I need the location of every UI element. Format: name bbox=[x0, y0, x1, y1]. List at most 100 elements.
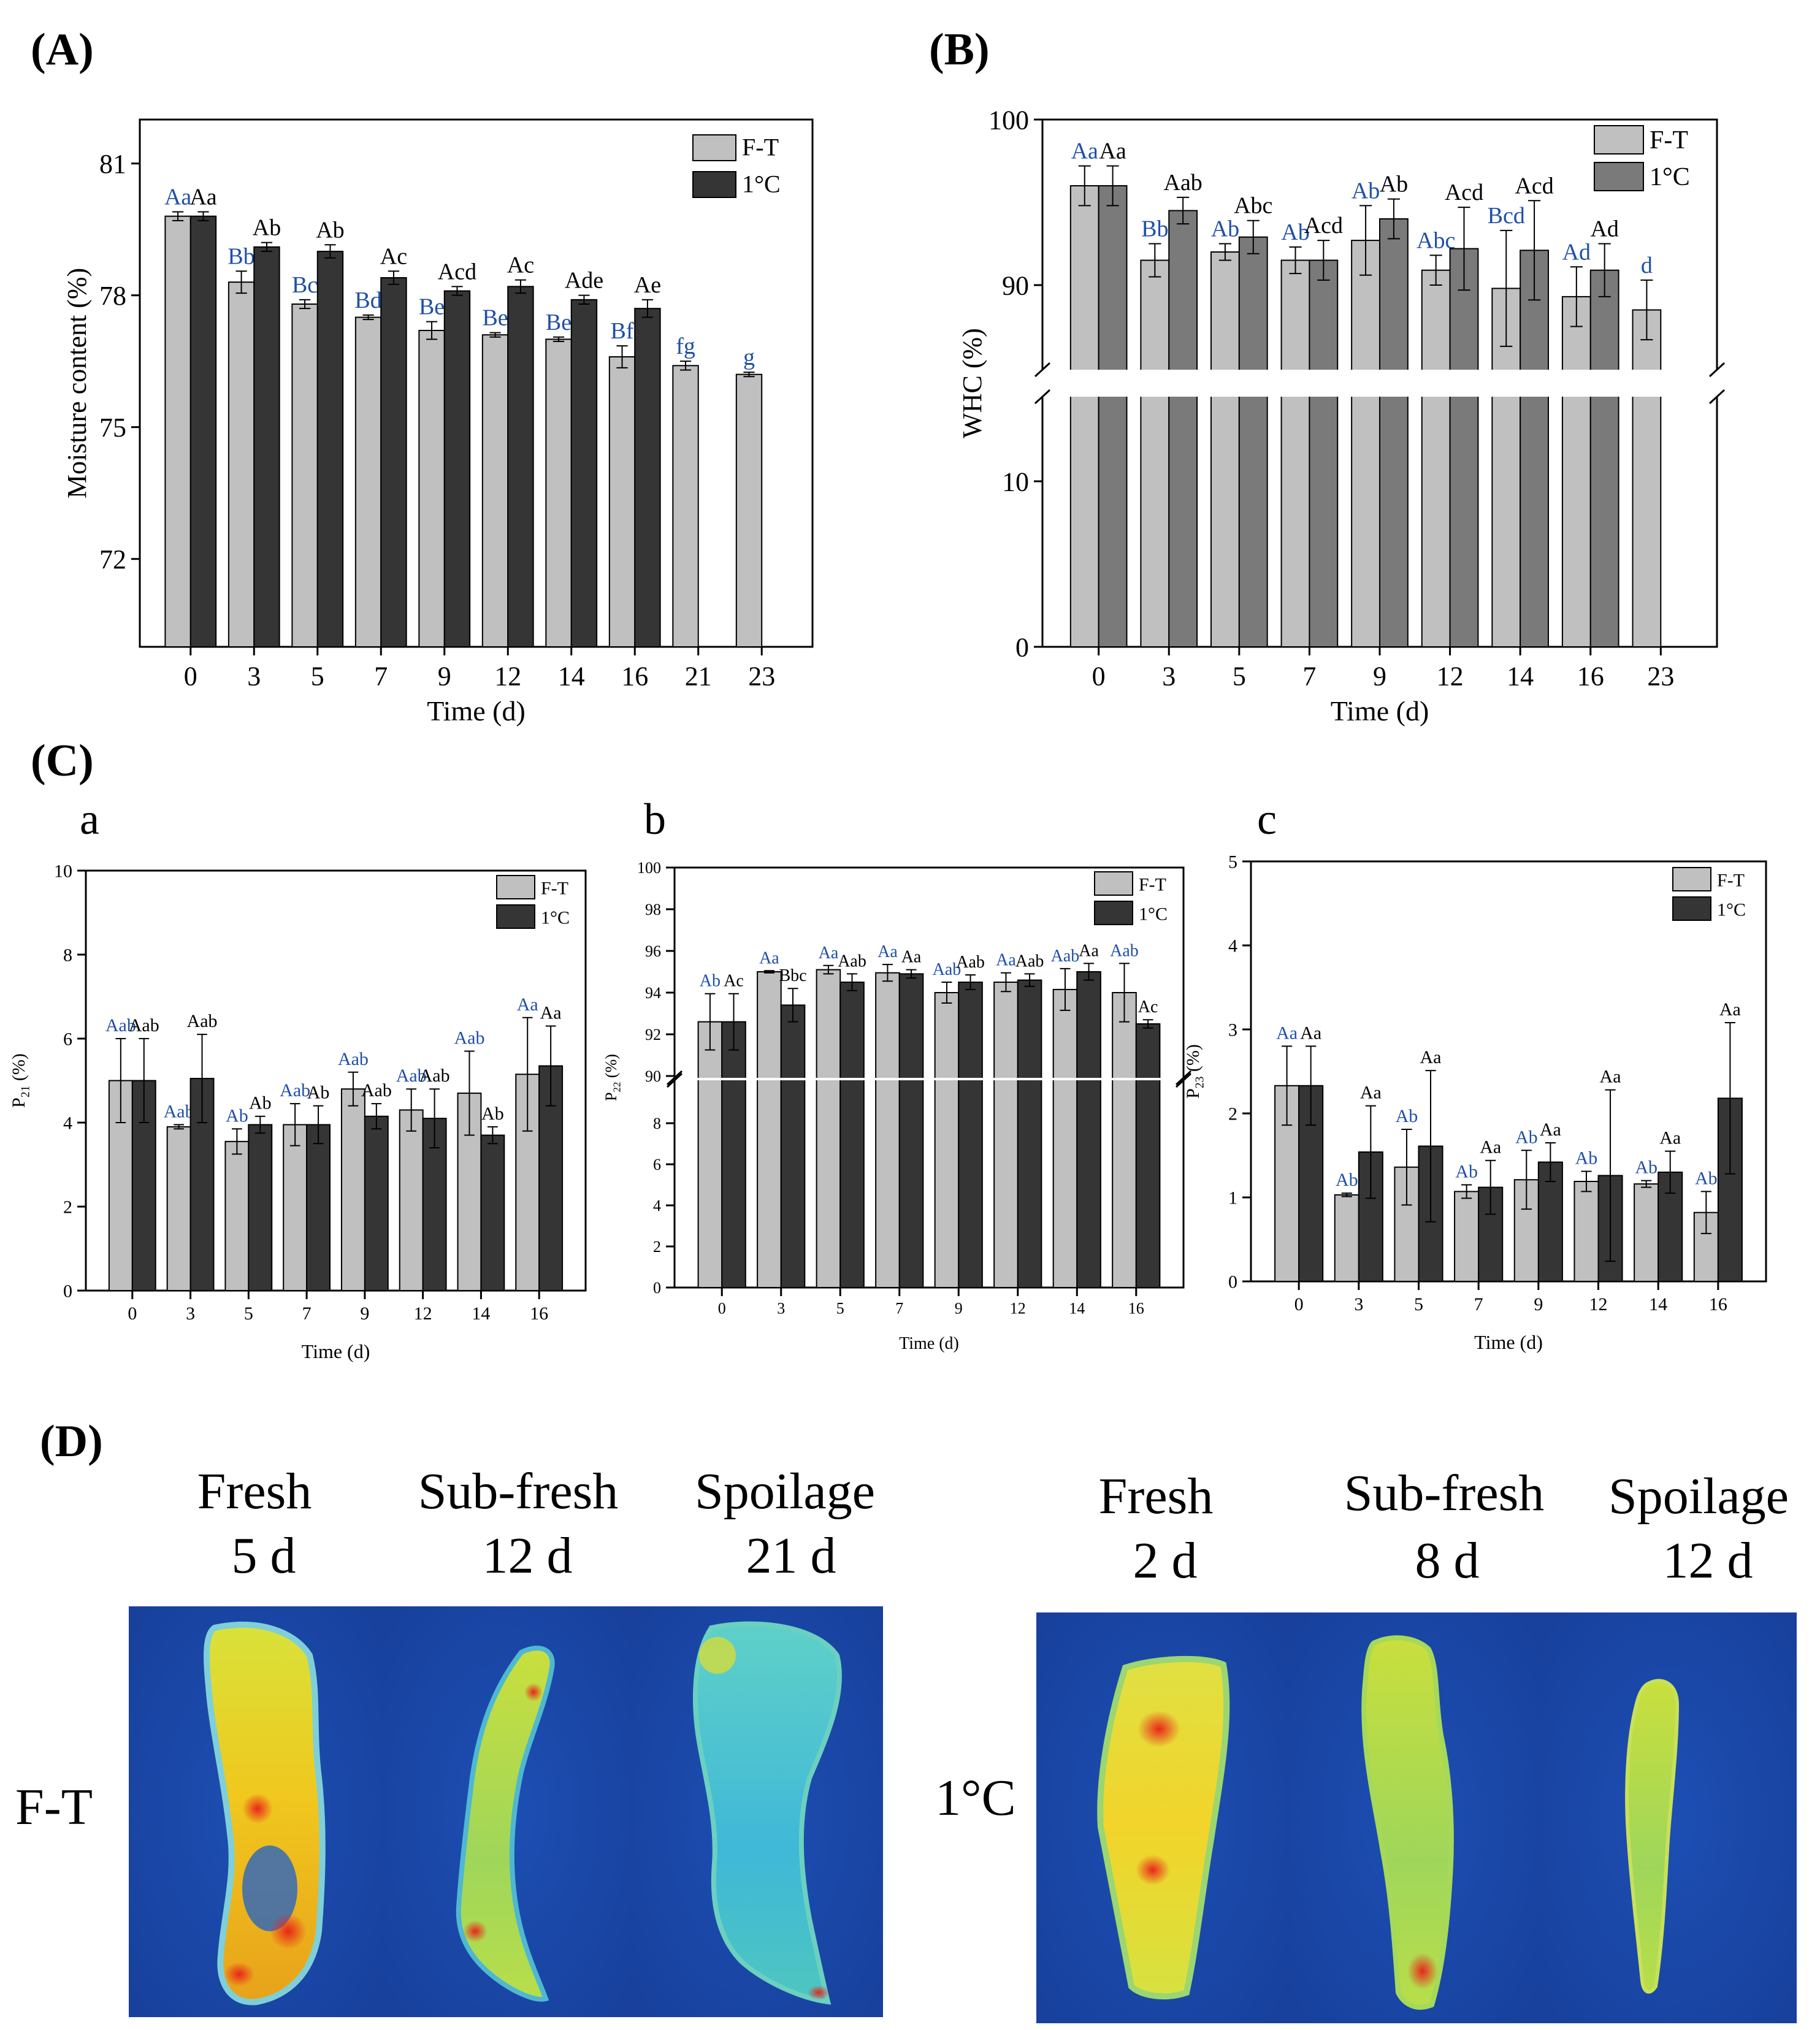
bar-ft bbox=[481, 334, 509, 648]
x-tick-label: 0 bbox=[184, 661, 197, 691]
y-tick-label: 0 bbox=[63, 1281, 72, 1302]
x-tick-label: 21 bbox=[685, 661, 712, 691]
chart-c-a-p21: 0246810AabAab0AabAab3AbAb5AabAb7AabAab9A… bbox=[9, 861, 587, 1362]
significance-label-ft: Aab bbox=[338, 1049, 369, 1069]
panel-d-mri: Fresh 5 d Sub-fresh 12 d Spoilage 21 d F… bbox=[15, 1463, 1797, 2023]
x-tick-label: 12 bbox=[414, 1303, 432, 1324]
significance-label-ft: Aa bbox=[1071, 139, 1098, 164]
bar-ft bbox=[757, 971, 782, 1288]
plot-frame bbox=[139, 118, 814, 648]
significance-label-c1: Aab bbox=[838, 952, 866, 971]
legend-label: F-T bbox=[742, 134, 779, 161]
bar-ft bbox=[418, 330, 445, 647]
legend-swatch bbox=[1594, 162, 1644, 191]
y-tick-label: 4 bbox=[653, 1197, 661, 1215]
x-tick-label: 9 bbox=[360, 1303, 369, 1324]
significance-label-ft: Aa bbox=[1276, 1023, 1298, 1043]
x-tick-label: 9 bbox=[438, 661, 451, 691]
significance-label-ft: Aa bbox=[996, 951, 1016, 970]
significance-label-c1: Bbc bbox=[779, 966, 806, 985]
bar-ft bbox=[697, 1021, 723, 1288]
significance-label-ft: Bb bbox=[228, 243, 254, 269]
x-tick-label: 3 bbox=[777, 1300, 785, 1318]
bar-ft bbox=[354, 316, 382, 647]
x-tick-label: 16 bbox=[1577, 661, 1604, 691]
y-tick-label: 6 bbox=[653, 1156, 661, 1173]
significance-label-ft: fg bbox=[676, 334, 695, 359]
legend-label: 1°C bbox=[1717, 899, 1746, 920]
bar-c1 bbox=[1076, 971, 1101, 1288]
significance-label-c1: Aa bbox=[189, 185, 216, 210]
x-tick-label: 14 bbox=[1649, 1294, 1667, 1315]
y-tick-label: 96 bbox=[645, 942, 661, 960]
y-tick-label: 8 bbox=[653, 1115, 661, 1132]
significance-label-ft: Ad bbox=[1562, 239, 1591, 265]
bar-ft bbox=[1112, 992, 1137, 1288]
mri-c1-fresh-stage: Fresh bbox=[1099, 1468, 1214, 1525]
significance-label-c1: Aab bbox=[129, 1015, 159, 1036]
significance-label-c1: Ac bbox=[1138, 998, 1158, 1017]
significance-label-ft: Be bbox=[546, 310, 572, 335]
mri-image-c1-spoilage bbox=[1539, 1612, 1797, 2023]
bar-ft bbox=[1421, 269, 1451, 647]
significance-label-ft: Aab bbox=[164, 1101, 194, 1121]
x-tick-label: 16 bbox=[530, 1303, 548, 1324]
y-tick-label: 4 bbox=[63, 1113, 72, 1134]
legend-swatch bbox=[1094, 871, 1133, 896]
y-tick-label: 10 bbox=[1002, 467, 1029, 497]
bar-c1 bbox=[364, 1115, 389, 1291]
axis-break-gap bbox=[1039, 370, 1721, 397]
significance-label-c1: Ae bbox=[634, 272, 661, 298]
legend-swatch bbox=[692, 171, 736, 198]
significance-label-ft: Ab bbox=[1695, 1168, 1718, 1188]
panel-d-label: (D) bbox=[40, 1416, 103, 1467]
significance-label-c1: Aab bbox=[419, 1066, 450, 1086]
bar-c1 bbox=[306, 1124, 331, 1292]
x-tick-label: 5 bbox=[311, 661, 324, 691]
bar-c1 bbox=[189, 215, 217, 647]
significance-label-c1: Ab bbox=[481, 1104, 504, 1124]
mri-ft-spoilage-day: 21 d bbox=[746, 1527, 836, 1584]
x-tick-label: 23 bbox=[1647, 661, 1674, 691]
legend-swatch bbox=[1594, 125, 1644, 155]
bar-ft bbox=[1334, 1194, 1359, 1283]
bar-ft bbox=[228, 281, 255, 647]
bar-ft bbox=[1573, 1180, 1599, 1282]
legend-swatch bbox=[1672, 896, 1711, 921]
significance-label-c1: Aa bbox=[1480, 1137, 1501, 1158]
significance-label-c1: Ad bbox=[1590, 216, 1618, 242]
y-tick-label: 98 bbox=[645, 901, 661, 918]
significance-label-ft: Aab bbox=[280, 1080, 310, 1101]
axis-break-mark-left bbox=[1034, 362, 1051, 378]
bar-c1 bbox=[443, 290, 471, 647]
y-axis-title: P22 (%) bbox=[602, 1054, 623, 1101]
y-axis-title-sub: 21 bbox=[20, 1086, 32, 1098]
significance-label-ft: Be bbox=[419, 294, 445, 320]
bar-c1 bbox=[721, 1021, 746, 1288]
significance-label-c1: Ac bbox=[507, 253, 534, 278]
y-axis-title-main: P bbox=[1183, 1088, 1203, 1099]
y-tick-label: 1 bbox=[1228, 1188, 1237, 1208]
y-tick-label: 100 bbox=[637, 859, 661, 877]
x-axis-title: Time (d) bbox=[899, 1334, 959, 1353]
x-tick-label: 16 bbox=[1128, 1300, 1144, 1318]
significance-label-c1: Aab bbox=[1164, 170, 1202, 196]
bar-ft bbox=[1210, 251, 1240, 647]
mri-c1-spoilage-stage: Spoilage bbox=[1608, 1468, 1789, 1525]
legend-swatch bbox=[692, 134, 736, 161]
significance-label-c1: Abc bbox=[1234, 193, 1272, 219]
significance-label-c1: Aab bbox=[1015, 952, 1044, 971]
bar-c1 bbox=[1238, 236, 1268, 647]
mri-row-label-1c: 1°C bbox=[935, 1769, 1016, 1826]
axis-break-mark-left bbox=[666, 1072, 683, 1088]
x-axis-title: Time (d) bbox=[427, 695, 526, 727]
bar-ft bbox=[164, 215, 191, 647]
significance-label-ft: Aa bbox=[517, 994, 538, 1015]
y-tick-label: 0 bbox=[1015, 632, 1029, 662]
y-tick-label: 92 bbox=[645, 1026, 661, 1044]
significance-label-ft: Bc bbox=[292, 272, 318, 298]
x-axis-title: Time (d) bbox=[302, 1340, 370, 1362]
y-axis-title: P23 (%) bbox=[1183, 1044, 1207, 1099]
panel-c-label: (C) bbox=[31, 736, 94, 786]
